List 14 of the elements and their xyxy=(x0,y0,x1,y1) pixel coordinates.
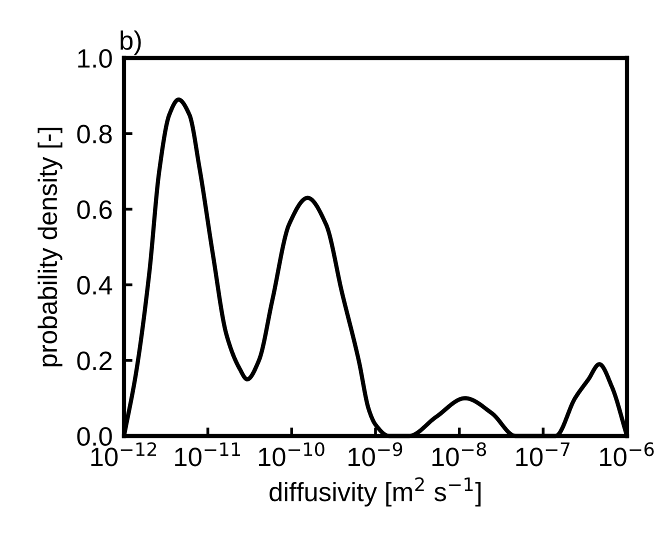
x-tick-label: 10$^{−8}$ xyxy=(432,442,486,466)
chart-title: b) xyxy=(120,30,141,56)
x-tick-label: 10$^{−6}$ xyxy=(600,442,654,466)
y-tick-label: 0.2 xyxy=(77,352,112,370)
y-axis-title: probability density [-] xyxy=(38,128,62,366)
x-axis-title: diffusivity [m$^{2}$ s$^{−1}$] xyxy=(270,477,481,507)
x-tick-label: 10$^{−10}$ xyxy=(258,442,324,466)
x-tick-label: 10$^{−11}$ xyxy=(175,442,240,466)
y-tick-label: 0.4 xyxy=(77,276,112,295)
y-tick-label: 0.6 xyxy=(77,200,112,220)
y-tick-label: 0.8 xyxy=(77,124,112,144)
y-tick-label: 1.0 xyxy=(78,49,112,68)
x-tick-label: 10$^{−9}$ xyxy=(348,442,402,466)
x-tick-label: 10$^{−7}$ xyxy=(516,442,570,466)
